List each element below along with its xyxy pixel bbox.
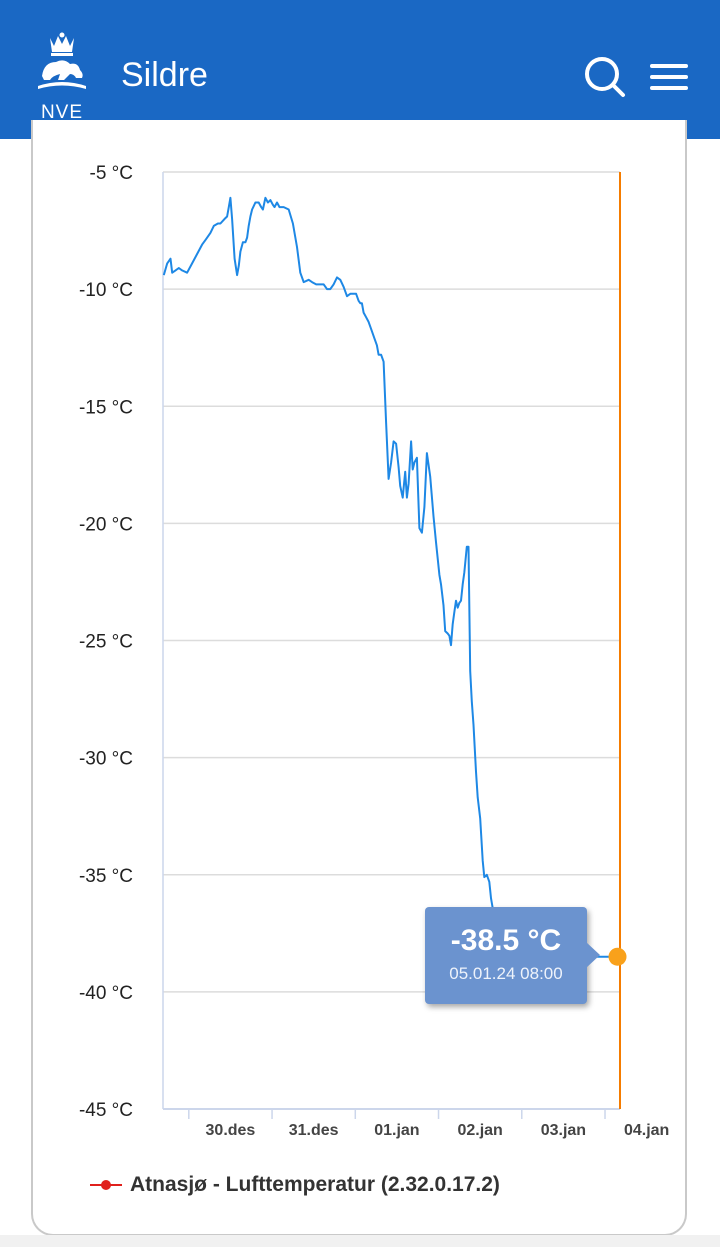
chart-tooltip: -38.5 °C 05.01.24 08:00 bbox=[425, 907, 587, 1004]
app-header: NVE Sildre bbox=[0, 0, 720, 139]
bottom-strip bbox=[0, 1235, 720, 1247]
y-tick-label: -10 °C bbox=[79, 280, 133, 301]
logo-text: NVE bbox=[40, 102, 84, 123]
legend-label: Atnasjø - Lufttemperatur (2.32.0.17.2) bbox=[130, 1173, 500, 1196]
y-tick-label: -30 °C bbox=[79, 749, 133, 770]
y-tick-label: -25 °C bbox=[79, 632, 133, 653]
x-tick-label: 31.des bbox=[289, 1122, 339, 1139]
y-tick-label: -40 °C bbox=[79, 983, 133, 1004]
nve-logo[interactable]: NVE bbox=[34, 32, 90, 126]
x-tick-label: 01.jan bbox=[374, 1122, 419, 1139]
chart-card bbox=[31, 120, 687, 1236]
site-title[interactable]: Sildre bbox=[121, 56, 208, 94]
x-tick-label: 03.jan bbox=[541, 1122, 586, 1139]
y-tick-label: -5 °C bbox=[90, 163, 134, 184]
chart-legend-item[interactable]: Atnasjø - Lufttemperatur (2.32.0.17.2) bbox=[90, 1170, 500, 1200]
tooltip-value: -38.5 °C bbox=[450, 924, 562, 957]
search-icon bbox=[585, 57, 625, 97]
hamburger-menu-icon bbox=[650, 64, 688, 90]
menu-button[interactable] bbox=[648, 60, 692, 96]
crown-lion-icon bbox=[38, 32, 86, 89]
series-line-0 bbox=[162, 196, 617, 958]
y-tick-label: -45 °C bbox=[79, 1100, 133, 1121]
tooltip-time: 05.01.24 08:00 bbox=[449, 964, 563, 983]
y-tick-label: -20 °C bbox=[79, 514, 133, 535]
tooltip-pointer bbox=[586, 942, 600, 968]
search-button[interactable] bbox=[582, 54, 626, 98]
x-tick-label: 30.des bbox=[206, 1122, 256, 1139]
hover-marker bbox=[608, 947, 627, 966]
y-tick-label: -35 °C bbox=[79, 866, 133, 887]
x-tick-label: 04.jan bbox=[624, 1122, 669, 1139]
x-tick-label: 02.jan bbox=[457, 1122, 502, 1139]
y-tick-label: -15 °C bbox=[79, 397, 133, 418]
legend-series-symbol bbox=[90, 1170, 122, 1200]
